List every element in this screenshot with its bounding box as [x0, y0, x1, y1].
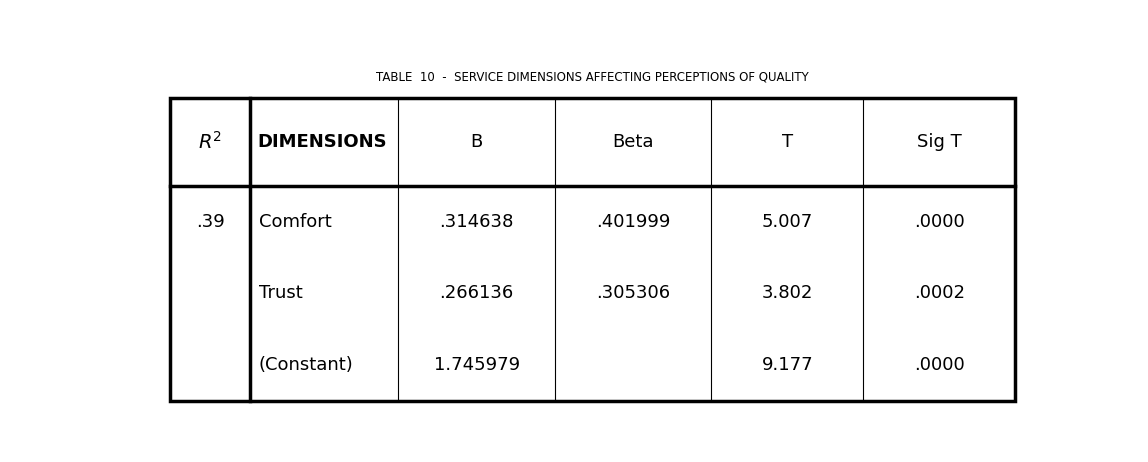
Bar — [170, 98, 1016, 401]
Text: Comfort: Comfort — [259, 213, 332, 231]
Text: 9.177: 9.177 — [761, 356, 813, 374]
Text: (Constant): (Constant) — [259, 356, 354, 374]
Text: .305306: .305306 — [596, 284, 670, 302]
Text: .401999: .401999 — [596, 213, 670, 231]
Text: .0000: .0000 — [914, 356, 964, 374]
Text: .39: .39 — [196, 213, 225, 231]
Text: 3.802: 3.802 — [761, 284, 813, 302]
Text: $R^2$: $R^2$ — [199, 131, 223, 153]
Text: .0000: .0000 — [914, 213, 964, 231]
Text: .314638: .314638 — [440, 213, 514, 231]
Text: Beta: Beta — [612, 133, 653, 151]
Text: TABLE  10  -  SERVICE DIMENSIONS AFFECTING PERCEPTIONS OF QUALITY: TABLE 10 - SERVICE DIMENSIONS AFFECTING … — [377, 71, 809, 84]
Text: B: B — [471, 133, 482, 151]
Text: 1.745979: 1.745979 — [434, 356, 520, 374]
Text: .0002: .0002 — [914, 284, 964, 302]
Text: T: T — [782, 133, 793, 151]
Text: Trust: Trust — [259, 284, 303, 302]
Text: DIMENSIONS: DIMENSIONS — [257, 133, 387, 151]
Text: .266136: .266136 — [440, 284, 513, 302]
Text: Sig T: Sig T — [917, 133, 962, 151]
Text: 5.007: 5.007 — [761, 213, 813, 231]
